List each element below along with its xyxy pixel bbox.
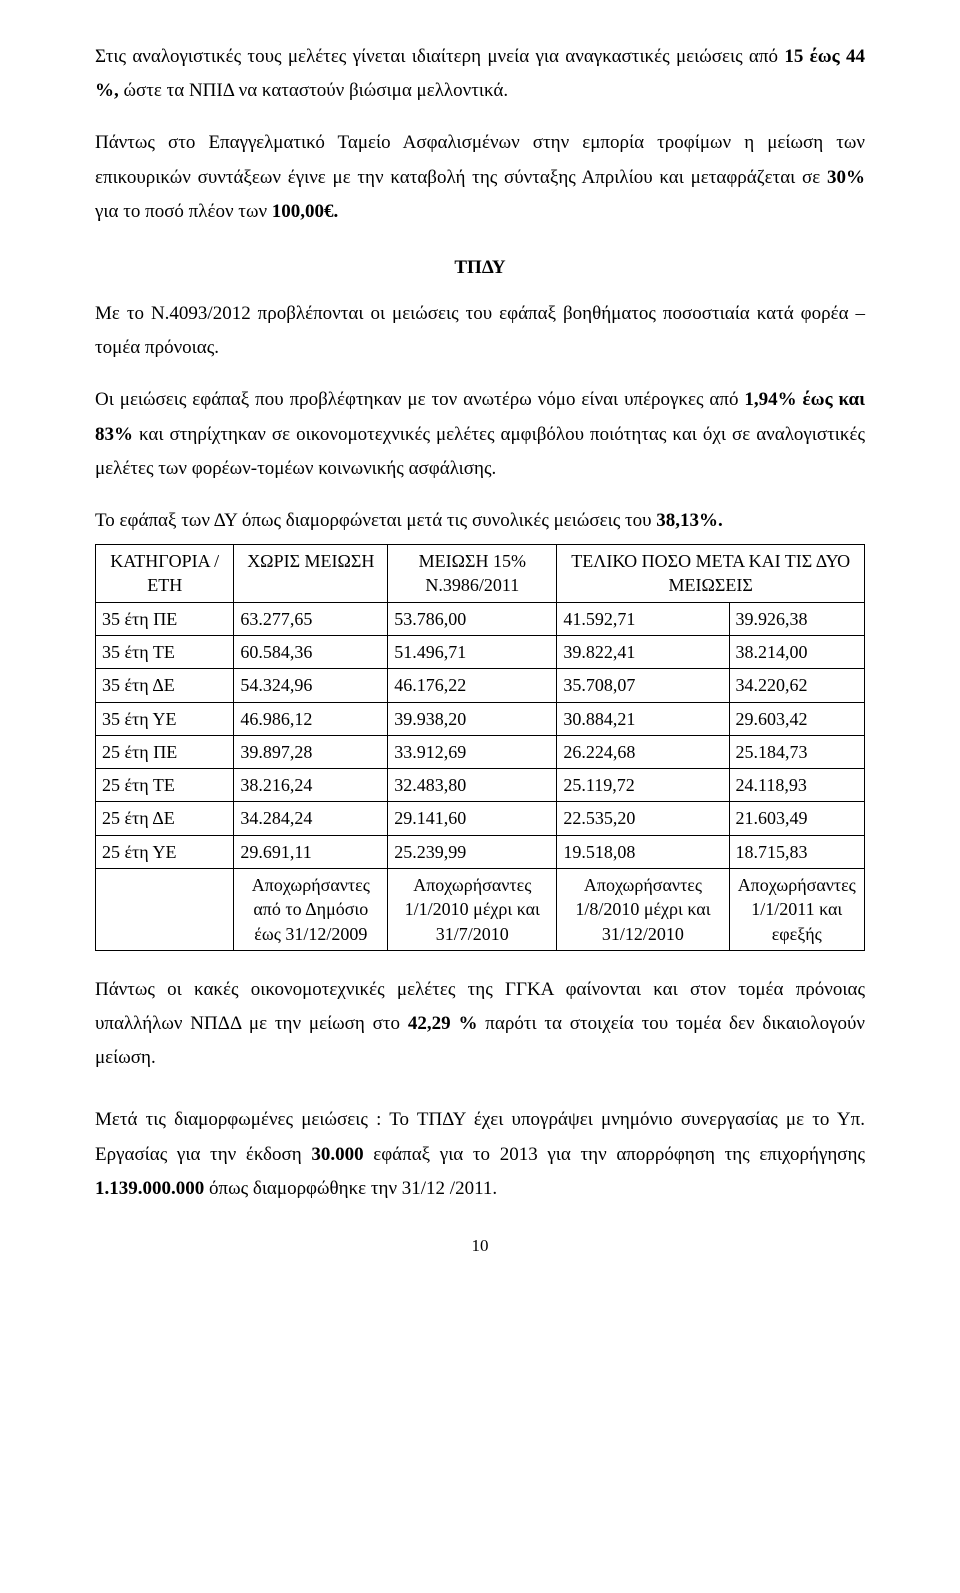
table-cell: 24.118,93 <box>729 769 865 802</box>
text: και στηρίχτηκαν σε οικονομοτεχνικές μελέ… <box>95 424 865 479</box>
table-cell: 51.496,71 <box>388 635 557 668</box>
paragraph-7: Μετά τις διαμορφωμένες μειώσεις : Το ΤΠΔ… <box>95 1103 865 1206</box>
table-cell: 39.897,28 <box>234 735 388 768</box>
paragraph-4: Οι μειώσεις εφάπαξ που προβλέφτηκαν με τ… <box>95 383 865 486</box>
text: Πάντως στο Επαγγελματικό Ταμείο Ασφαλισμ… <box>95 132 865 187</box>
text: Το εφάπαξ των ΔΥ όπως διαμορφώνεται μετά… <box>95 510 656 531</box>
text-bold: 42,29 % <box>408 1013 478 1034</box>
text-bold: 38,13%. <box>656 510 723 531</box>
table-cell: 34.284,24 <box>234 802 388 835</box>
text-bold: 1.139.000.000 <box>95 1178 204 1199</box>
table-cell: Αποχωρήσαντες από το Δημόσιο έως 31/12/2… <box>234 869 388 951</box>
table-cell: 19.518,08 <box>557 835 729 868</box>
document-page: Στις αναλογιστικές τους μελέτες γίνεται … <box>0 0 960 1296</box>
table-cell: 25.184,73 <box>729 735 865 768</box>
table-header-cell: ΚΑΤΗΓΟΡΙΑ /ΕΤΗ <box>96 545 234 603</box>
table-cell <box>96 869 234 951</box>
table-header-cell: ΤΕΛΙΚΟ ΠΟΣΟ ΜΕΤΑ ΚΑΙ ΤΙΣ ΔΥΟ ΜΕΙΩΣΕΙΣ <box>557 545 865 603</box>
table-cell: 26.224,68 <box>557 735 729 768</box>
paragraph-6: Πάντως οι κακές οικονομοτεχνικές μελέτες… <box>95 973 865 1076</box>
table-header-cell: ΧΩΡΙΣ ΜΕΙΩΣΗ <box>234 545 388 603</box>
table-cell: 25 έτη ΥΕ <box>96 835 234 868</box>
table-cell: 32.483,80 <box>388 769 557 802</box>
table-cell: 29.603,42 <box>729 702 865 735</box>
table-cell: Αποχωρήσαντες 1/8/2010 μέχρι και 31/12/2… <box>557 869 729 951</box>
table-cell: Αποχωρήσαντες 1/1/2011 και εφεξής <box>729 869 865 951</box>
table-cell: 35 έτη ΤΕ <box>96 635 234 668</box>
table-cell: 25 έτη ΠΕ <box>96 735 234 768</box>
table-cell: 54.324,96 <box>234 669 388 702</box>
table-cell: 18.715,83 <box>729 835 865 868</box>
text: για το ποσό πλέον των <box>95 201 272 222</box>
text: Στις αναλογιστικές τους μελέτες γίνεται … <box>95 46 784 67</box>
table-row: 25 έτη ΔΕ 34.284,24 29.141,60 22.535,20 … <box>96 802 865 835</box>
table-row: 35 έτη ΥΕ 46.986,12 39.938,20 30.884,21 … <box>96 702 865 735</box>
table-row: 25 έτη ΥΕ 29.691,11 25.239,99 19.518,08 … <box>96 835 865 868</box>
page-number: 10 <box>95 1236 865 1256</box>
paragraph-2: Πάντως στο Επαγγελματικό Ταμείο Ασφαλισμ… <box>95 126 865 229</box>
table-cell: Αποχωρήσαντες 1/1/2010 μέχρι και 31/7/20… <box>388 869 557 951</box>
table-cell: 39.822,41 <box>557 635 729 668</box>
table-cell: 41.592,71 <box>557 602 729 635</box>
table-row: 35 έτη ΤΕ 60.584,36 51.496,71 39.822,41 … <box>96 635 865 668</box>
table-cell: 34.220,62 <box>729 669 865 702</box>
table-cell: 25 έτη ΤΕ <box>96 769 234 802</box>
paragraph-1: Στις αναλογιστικές τους μελέτες γίνεται … <box>95 40 865 108</box>
text: όπως διαμορφώθηκε την 31/12 /2011. <box>204 1178 497 1199</box>
table-header-cell: ΜΕΙΩΣΗ 15% Ν.3986/2011 <box>388 545 557 603</box>
reductions-table: ΚΑΤΗΓΟΡΙΑ /ΕΤΗ ΧΩΡΙΣ ΜΕΙΩΣΗ ΜΕΙΩΣΗ 15% Ν… <box>95 544 865 951</box>
table-cell: 25.239,99 <box>388 835 557 868</box>
table-cell: 39.926,38 <box>729 602 865 635</box>
table-cell: 29.141,60 <box>388 802 557 835</box>
text: εφάπαξ για το 2013 για την απορρόφηση τη… <box>364 1144 865 1165</box>
table-cell: 46.986,12 <box>234 702 388 735</box>
table-cell: 35 έτη ΠΕ <box>96 602 234 635</box>
table-cell: 33.912,69 <box>388 735 557 768</box>
section-heading: ΤΠΔΥ <box>95 257 865 279</box>
table-header-row: ΚΑΤΗΓΟΡΙΑ /ΕΤΗ ΧΩΡΙΣ ΜΕΙΩΣΗ ΜΕΙΩΣΗ 15% Ν… <box>96 545 865 603</box>
table-row: 25 έτη ΠΕ 39.897,28 33.912,69 26.224,68 … <box>96 735 865 768</box>
table-cell: 46.176,22 <box>388 669 557 702</box>
text: Με το Ν.4093/2012 προβλέπονται οι μειώσε… <box>95 303 865 358</box>
table-cell: 38.214,00 <box>729 635 865 668</box>
table-row: 25 έτη ΤΕ 38.216,24 32.483,80 25.119,72 … <box>96 769 865 802</box>
table-cell: 22.535,20 <box>557 802 729 835</box>
table-footer-row: Αποχωρήσαντες από το Δημόσιο έως 31/12/2… <box>96 869 865 951</box>
table-cell: 25 έτη ΔΕ <box>96 802 234 835</box>
table-cell: 39.938,20 <box>388 702 557 735</box>
table-cell: 29.691,11 <box>234 835 388 868</box>
text-bold: 100,00€. <box>272 201 339 222</box>
table-cell: 63.277,65 <box>234 602 388 635</box>
text: Οι μειώσεις εφάπαξ που προβλέφτηκαν με τ… <box>95 389 744 410</box>
table-cell: 21.603,49 <box>729 802 865 835</box>
table-cell: 30.884,21 <box>557 702 729 735</box>
table-cell: 38.216,24 <box>234 769 388 802</box>
table-cell: 25.119,72 <box>557 769 729 802</box>
table-cell: 35 έτη ΔΕ <box>96 669 234 702</box>
table-row: 35 έτη ΔΕ 54.324,96 46.176,22 35.708,07 … <box>96 669 865 702</box>
table-cell: 60.584,36 <box>234 635 388 668</box>
table-cell: 53.786,00 <box>388 602 557 635</box>
paragraph-3: Με το Ν.4093/2012 προβλέπονται οι μειώσε… <box>95 297 865 365</box>
text-bold: 30% <box>827 167 865 188</box>
text: ώστε τα ΝΠΙΔ να καταστούν βιώσιμα μελλον… <box>119 80 508 101</box>
table-cell: 35.708,07 <box>557 669 729 702</box>
text-bold: 30.000 <box>311 1144 363 1165</box>
table-cell: 35 έτη ΥΕ <box>96 702 234 735</box>
table-row: 35 έτη ΠΕ 63.277,65 53.786,00 41.592,71 … <box>96 602 865 635</box>
paragraph-5: Το εφάπαξ των ΔΥ όπως διαμορφώνεται μετά… <box>95 504 865 538</box>
